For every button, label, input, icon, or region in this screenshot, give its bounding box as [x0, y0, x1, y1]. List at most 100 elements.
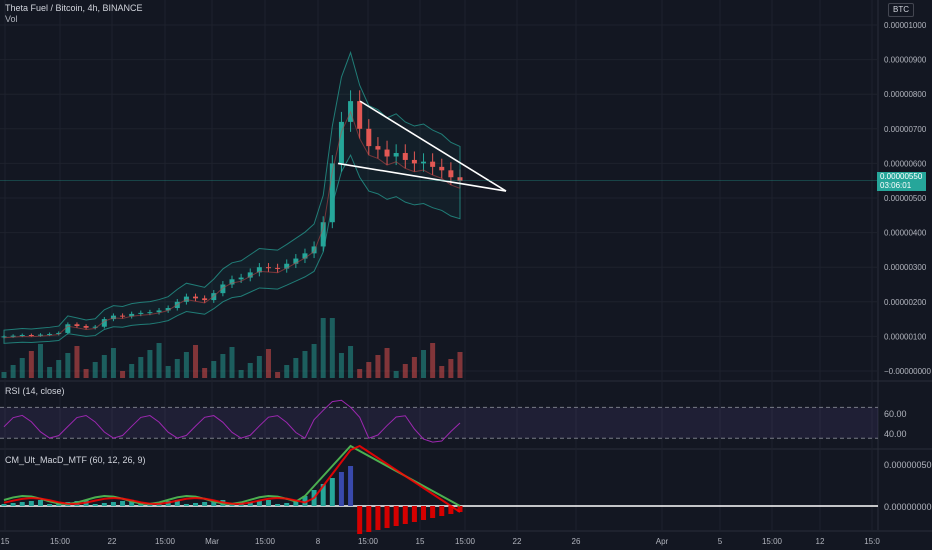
macd-histogram-bar: [174, 500, 180, 506]
x-tick-label: 5: [718, 537, 723, 546]
currency-badge[interactable]: BTC: [888, 3, 914, 17]
volume-bar: [202, 368, 208, 378]
current-price-tag: 0.00000550 03:06:01: [877, 172, 926, 191]
candle-body: [47, 333, 53, 335]
volume-bar: [311, 344, 317, 378]
x-tick-label: Apr: [656, 537, 669, 546]
current-price: 0.00000550: [880, 172, 923, 181]
macd-histogram-bar: [421, 506, 427, 520]
macd-histogram-bar: [229, 504, 235, 506]
macd-histogram-bar: [320, 484, 326, 506]
candle-body: [265, 267, 271, 269]
volume-bar: [238, 370, 244, 378]
candle-body: [238, 277, 244, 280]
macd-histogram-bar: [19, 502, 25, 506]
volume-bar: [357, 369, 363, 378]
volume-bar: [229, 347, 235, 378]
macd-histogram-bar: [375, 506, 381, 530]
y-tick-label: 0.00000100: [884, 332, 927, 341]
macd-histogram-bar: [193, 503, 199, 506]
candle-body: [165, 308, 171, 311]
candle-body: [220, 284, 226, 294]
candle-body: [293, 258, 299, 264]
candle-body: [92, 326, 98, 328]
macd-histogram-bar: [110, 502, 116, 506]
candle-body: [366, 128, 372, 147]
candle-body: [338, 121, 344, 164]
macd-histogram-bar: [183, 504, 189, 506]
volume-bar: [457, 352, 463, 378]
volume-bar: [1, 372, 7, 378]
volume-bar: [430, 343, 436, 378]
x-tick-label: Mar: [205, 537, 219, 546]
volume-bar: [120, 371, 126, 378]
volume-bar: [384, 348, 390, 378]
macd-legend: CM_Ult_MacD_MTF (60, 12, 26, 9): [5, 455, 146, 465]
triangle-upper-line: [359, 100, 507, 192]
x-tick-label: 15: [416, 537, 425, 546]
x-tick-label: 15:0: [864, 537, 880, 546]
volume-bar: [220, 354, 226, 378]
candle-body: [275, 267, 281, 269]
volume-bar: [393, 371, 399, 378]
macd-histogram-bar: [138, 504, 144, 506]
volume-bar: [65, 353, 71, 378]
candle-countdown: 03:06:01: [880, 181, 912, 190]
x-tick-label: 15:00: [455, 537, 476, 546]
volume-bar: [265, 349, 271, 378]
candle-body: [311, 246, 317, 254]
macd-histogram-bar: [457, 506, 463, 512]
candle-body: [402, 153, 408, 160]
y-tick-label: 0.00000200: [884, 298, 927, 307]
candle-body: [302, 253, 308, 259]
candle-body: [357, 101, 363, 129]
volume-bar: [28, 351, 34, 378]
macd-histogram-bar: [1, 504, 7, 506]
volume-bar: [83, 369, 89, 378]
volume-bar: [439, 366, 445, 378]
x-tick-label: 26: [572, 537, 581, 546]
candle-body: [375, 146, 381, 150]
candle-body: [65, 324, 71, 333]
macd-histogram-bar: [348, 466, 354, 506]
volume-bar: [101, 355, 107, 378]
candle-body: [156, 310, 162, 313]
candle-body: [329, 163, 335, 223]
rsi-level-40: 40.00: [884, 429, 907, 439]
x-tick-label: 15:00: [50, 537, 71, 546]
volume-bar: [256, 356, 262, 378]
macd-histogram-bar: [10, 503, 16, 506]
candle-body: [421, 161, 427, 164]
candle-body: [120, 315, 126, 317]
volume-bar: [174, 359, 180, 378]
x-tick-label: 15:00: [762, 537, 783, 546]
rsi-legend: RSI (14, close): [5, 386, 65, 396]
chart-legend-title: Theta Fuel / Bitcoin, 4h, BINANCE: [5, 3, 143, 13]
macd-histogram-bar: [211, 501, 217, 506]
volume-bar: [411, 357, 417, 378]
candle-body: [411, 159, 417, 164]
macd-histogram-bar: [302, 496, 308, 506]
x-tick-label: 15:00: [255, 537, 276, 546]
volume-bar: [183, 352, 189, 378]
volume-bar: [74, 346, 80, 378]
volume-bar: [156, 343, 162, 378]
y-tick-label: 0.00000300: [884, 263, 927, 272]
volume-bar: [348, 346, 354, 378]
x-tick-label: 22: [513, 537, 522, 546]
candle-body: [384, 149, 390, 157]
rsi-band: [0, 407, 878, 439]
macd-histogram-bar: [357, 506, 363, 534]
volume-bar: [448, 359, 454, 378]
macd-histogram-bar: [92, 504, 98, 506]
macd-level-zero: 0.00000000: [884, 502, 932, 512]
candle-body: [101, 319, 107, 327]
candle-body: [28, 335, 34, 337]
candle-body: [56, 332, 62, 334]
macd-histogram-bar: [284, 503, 290, 506]
triangle-lower-line: [337, 162, 507, 192]
volume-bar: [110, 348, 116, 378]
macd-histogram-bar: [256, 501, 262, 506]
volume-bar: [375, 355, 381, 378]
